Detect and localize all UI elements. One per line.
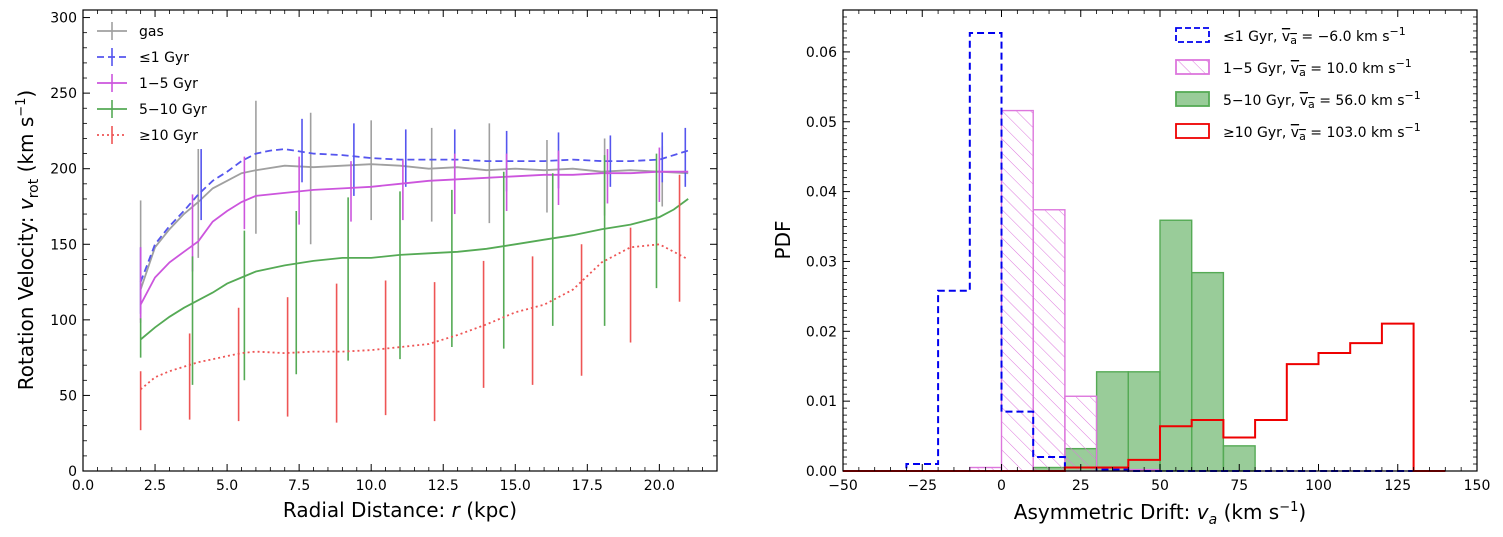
x-tick-label: 25	[1072, 478, 1090, 494]
legend-label: gas	[139, 24, 164, 40]
hist-bar	[1064, 395, 1098, 472]
right-axes-frame	[842, 9, 1478, 472]
legend-label: ≤1 Gyr	[139, 50, 189, 66]
right-x-axis-label: Asymmetric Drift: va (km s−1)	[1014, 500, 1306, 528]
legend-item: 1−5 Gyr, va = 10.0 km s−1	[1175, 57, 1412, 79]
legend-swatch	[1175, 27, 1210, 43]
y-tick-label: 0.02	[806, 324, 837, 340]
x-tick-label: −25	[907, 478, 937, 494]
legend-swatch	[1175, 91, 1210, 107]
x-tick-label: 7.5	[288, 478, 310, 494]
legend-item: ≥10 Gyr	[97, 126, 198, 144]
x-tick-label: 75	[1230, 478, 1248, 494]
series-line	[140, 198, 689, 341]
y-tick-label: 300	[50, 11, 77, 27]
x-tick-label: 150	[1464, 478, 1491, 494]
y-tick-label: 0	[68, 464, 77, 480]
right-legend: ≤1 Gyr, va = −6.0 km s−1 1−5 Gyr, va = 10…	[1175, 25, 1421, 143]
legend-item: 5−10 Gyr	[97, 100, 207, 118]
legend-item: ≤1 Gyr, va = −6.0 km s−1	[1175, 25, 1406, 47]
hist-bar	[1127, 371, 1161, 472]
series-line	[140, 243, 689, 391]
x-tick-label: 15.0	[500, 478, 531, 494]
right-y-axis-label: PDF	[771, 221, 795, 260]
y-tick-label: 0.01	[806, 394, 837, 410]
series-4	[139, 174, 689, 431]
series-line	[139, 148, 689, 283]
series-3	[139, 153, 689, 385]
asymmetric-drift-chart: −50 −25 0 25 50 75 100 125 150 0.00 0.01 0.02 0.03 0.…	[771, 9, 1491, 528]
left-y-axis-label: Rotation Velocity: vrot (km s−1)	[14, 90, 42, 390]
y-tick-label: 150	[50, 237, 77, 253]
hist-bar	[1190, 271, 1225, 472]
x-tick-label: 0	[997, 478, 1006, 494]
y-tick-label: 250	[50, 86, 77, 102]
legend-item: 1−5 Gyr	[97, 74, 198, 92]
legend-item: ≥10 Gyr, va = 103.0 km s−1	[1175, 121, 1421, 143]
series-line	[139, 163, 689, 290]
hist-bar	[1000, 109, 1034, 472]
hist-bar	[1032, 209, 1066, 472]
series-0	[139, 100, 689, 320]
x-tick-label: 10.0	[356, 478, 387, 494]
legend-label: 5−10 Gyr, va = 56.0 km s−1	[1223, 89, 1421, 111]
series-2	[139, 147, 689, 323]
legend-label: 1−5 Gyr, va = 10.0 km s−1	[1223, 57, 1412, 79]
x-tick-label: 0.0	[72, 478, 94, 494]
x-tick-label: −50	[828, 478, 858, 494]
y-tick-label: 50	[59, 388, 77, 404]
y-tick-label: 0.04	[806, 185, 837, 201]
drift-histograms	[843, 32, 1446, 472]
legend-label: 1−5 Gyr	[139, 76, 198, 92]
hist-bar	[1095, 371, 1129, 472]
legend-label: ≥10 Gyr, va = 103.0 km s−1	[1223, 121, 1421, 143]
legend-label: ≥10 Gyr	[139, 128, 198, 144]
left-x-axis-label: Radial Distance: r (kpc)	[283, 498, 517, 522]
y-tick-label: 200	[50, 162, 77, 178]
right-axis-ticks: −50 −25 0 25 50 75 100 125 150 0.00 0.01 0.02 0.03 0.…	[806, 10, 1491, 494]
y-tick-label: 0.06	[806, 45, 837, 61]
legend-label: ≤1 Gyr, va = −6.0 km s−1	[1223, 25, 1406, 47]
left-axis-ticks: 0.0 2.5 5.0 7.5 10.0 12.5 15.0 17.5 20.0 0 50 100 15…	[50, 10, 717, 494]
y-tick-label: 100	[50, 313, 77, 329]
series-1	[139, 118, 689, 314]
legend-swatch	[1175, 123, 1210, 139]
rotation-velocity-chart: 0.0 2.5 5.0 7.5 10.0 12.5 15.0 17.5 20.0 0 50 100 15…	[14, 9, 718, 522]
left-axes-frame	[82, 9, 718, 472]
legend-item: gas	[97, 22, 164, 40]
x-tick-label: 100	[1305, 478, 1332, 494]
x-tick-label: 2.5	[144, 478, 166, 494]
y-tick-label: 0.05	[806, 115, 837, 131]
legend-item: 5−10 Gyr, va = 56.0 km s−1	[1175, 89, 1421, 111]
y-tick-label: 0.00	[806, 464, 837, 480]
hist-bar	[1159, 219, 1193, 472]
x-tick-label: 50	[1151, 478, 1169, 494]
rotation-curves	[139, 100, 689, 431]
x-tick-label: 17.5	[572, 478, 603, 494]
y-tick-label: 0.03	[806, 254, 837, 270]
legend-swatch	[1175, 59, 1210, 75]
x-tick-label: 12.5	[428, 478, 459, 494]
legend-item: ≤1 Gyr	[97, 48, 189, 66]
legend-label: 5−10 Gyr	[139, 102, 207, 118]
series-line	[139, 170, 689, 306]
left-legend: gas ≤1 Gyr 1−5 Gyr 5−10 Gyr ≥10 Gyr	[97, 22, 207, 144]
x-tick-label: 125	[1384, 478, 1411, 494]
x-tick-label: 20.0	[644, 478, 675, 494]
x-tick-label: 5.0	[216, 478, 238, 494]
